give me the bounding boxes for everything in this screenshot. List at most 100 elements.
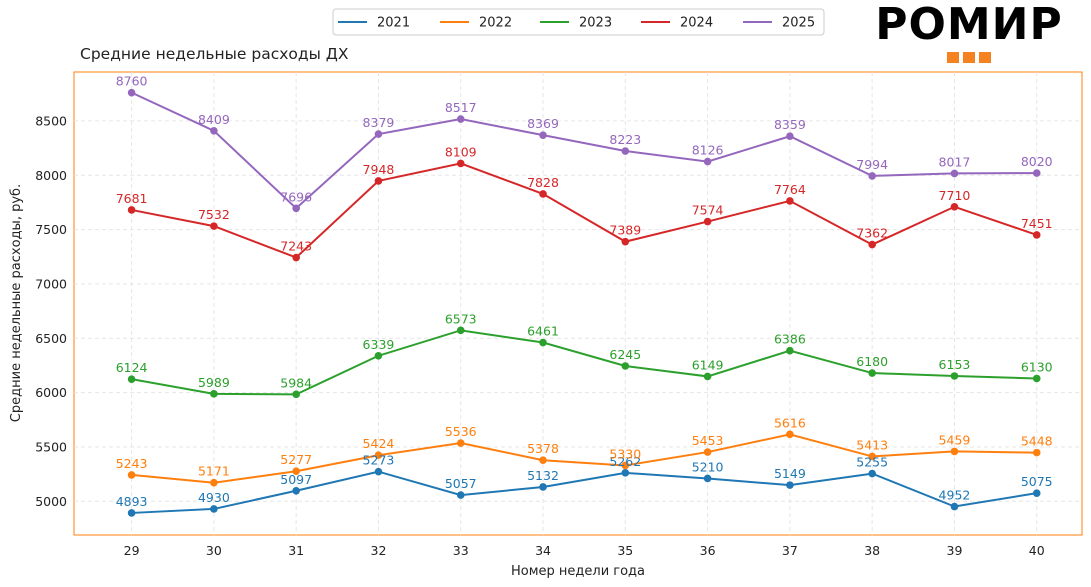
data-label: 5262 [609, 454, 641, 469]
data-label: 6386 [774, 332, 806, 347]
data-point [127, 375, 136, 383]
romir-logo: РОМИР [872, 0, 1066, 68]
data-point [703, 217, 712, 226]
x-axis-label: Номер недели года [511, 564, 645, 579]
legend-label: 2022 [479, 16, 512, 31]
legend: 2021 2022 2023 2024 2025 [332, 8, 825, 36]
data-point [374, 467, 383, 476]
data-label: 6573 [445, 311, 477, 326]
legend-label: 2023 [579, 16, 612, 31]
x-tick-label: 32 [371, 543, 387, 558]
data-point [868, 452, 876, 461]
data-point [210, 126, 218, 135]
data-label: 7389 [609, 223, 641, 238]
data-label: 7696 [280, 189, 312, 204]
data-point [703, 372, 712, 381]
y-tick-label: 8000 [35, 168, 67, 183]
legend-item: 2023 [540, 16, 612, 31]
data-point [210, 505, 218, 513]
data-label: 6153 [939, 357, 971, 372]
data-label: 6180 [856, 354, 888, 369]
data-label: 5413 [856, 437, 888, 452]
legend-label: 2024 [680, 16, 713, 31]
data-label: 6130 [1021, 359, 1053, 374]
data-point [868, 172, 876, 180]
data-label: 5255 [856, 455, 888, 470]
data-label: 5378 [527, 441, 559, 456]
data-label: 8517 [445, 100, 477, 115]
data-label: 7574 [692, 203, 724, 218]
data-point [1032, 169, 1041, 177]
y-tick-label: 5000 [35, 494, 67, 509]
data-label: 4893 [116, 494, 148, 509]
plot-frame [73, 71, 1083, 536]
series-line [131, 91, 1037, 210]
data-point [621, 461, 630, 470]
x-axis-ticks: 29 30 31 32 33 34 35 36 37 38 39 40 [124, 543, 1045, 558]
data-label: 5989 [198, 375, 230, 390]
series-line [131, 433, 1037, 484]
data-label: 5057 [445, 476, 477, 491]
series-2022 [127, 430, 1041, 487]
x-tick-label: 36 [700, 543, 716, 558]
data-label: 7828 [527, 175, 559, 190]
data-labels: 4893 4930 5097 5273 5057 5132 5262 5210 5149 5255… [116, 74, 1053, 509]
data-point [621, 237, 630, 246]
data-point [456, 115, 465, 123]
data-label: 5243 [116, 456, 148, 471]
data-point [786, 430, 794, 439]
data-label: 5149 [774, 466, 806, 481]
data-point [539, 483, 547, 491]
x-tick-label: 31 [288, 543, 304, 558]
x-tick-label: 33 [453, 543, 469, 558]
data-label: 5453 [692, 433, 724, 448]
x-tick-label: 39 [947, 543, 963, 558]
data-label: 5171 [198, 464, 230, 479]
data-point [786, 481, 794, 489]
data-label: 7243 [280, 239, 312, 254]
data-label: 4930 [198, 490, 230, 505]
data-label: 5330 [609, 446, 641, 461]
x-tick-label: 35 [617, 543, 633, 558]
data-point [786, 132, 794, 141]
data-point [868, 240, 876, 249]
data-label: 6339 [363, 337, 395, 352]
data-label: 8126 [692, 143, 724, 158]
data-label: 5273 [363, 453, 395, 468]
y-tick-label: 7500 [35, 222, 67, 237]
series-line [131, 329, 1037, 396]
data-label: 7681 [116, 191, 148, 206]
y-tick-label: 6000 [35, 385, 67, 400]
data-label: 7532 [198, 207, 230, 222]
logo-dot [947, 52, 959, 63]
series-2024 [127, 159, 1041, 262]
data-label: 8359 [774, 117, 806, 132]
data-point [456, 159, 465, 168]
data-point [621, 362, 630, 370]
data-point [127, 509, 136, 517]
data-label: 8369 [527, 116, 559, 131]
y-axis-label: Средние недельные расходы, руб. [9, 184, 24, 422]
data-point [539, 190, 547, 198]
data-point [292, 204, 300, 213]
data-point [950, 447, 959, 456]
x-tick-label: 37 [782, 543, 798, 558]
data-point [374, 351, 383, 360]
legend-item: 2024 [641, 16, 713, 31]
x-tick-label: 29 [124, 543, 140, 558]
data-label: 8223 [609, 132, 641, 147]
data-point [292, 390, 300, 399]
data-point [539, 338, 547, 347]
data-point [621, 147, 630, 155]
data-point [786, 346, 794, 355]
logo-text: РОМИР [875, 0, 1063, 50]
data-label: 5984 [280, 375, 312, 390]
data-point [456, 326, 465, 335]
data-label: 6124 [116, 360, 148, 375]
logo-dots [947, 52, 991, 64]
data-point [1032, 448, 1041, 457]
legend-label: 2021 [377, 16, 410, 31]
data-point [292, 467, 300, 476]
data-point [950, 372, 959, 380]
data-label: 5097 [280, 472, 312, 487]
